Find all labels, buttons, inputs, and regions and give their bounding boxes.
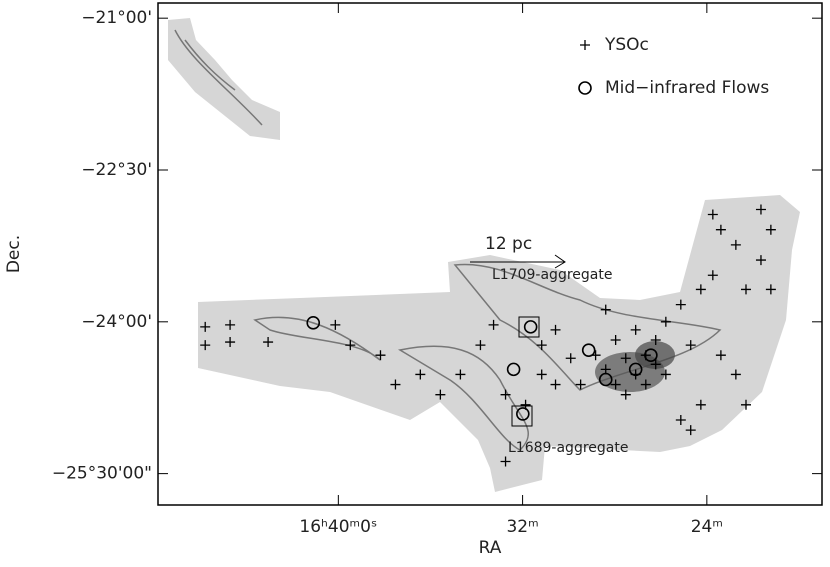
legend-label: Mid−infrared Flows: [605, 78, 769, 98]
yso-marker: [640, 379, 651, 390]
yso-marker: [695, 399, 706, 410]
yso-marker: [675, 299, 686, 310]
yso-marker: [200, 340, 211, 351]
x-tick-label: 32ᵐ: [506, 517, 538, 537]
flow-marker: [598, 372, 613, 387]
yso-marker: [715, 350, 726, 361]
yso-marker: [475, 340, 486, 351]
yso-marker: [755, 204, 766, 215]
yso-marker: [200, 321, 211, 332]
yso-marker: [488, 319, 499, 330]
x-tick-label: 16ʰ40ᵐ0ˢ: [299, 517, 377, 537]
flow-marker: [306, 316, 321, 330]
yso-marker: [740, 284, 751, 295]
yso-marker: [740, 399, 751, 410]
yso-marker: [765, 284, 776, 295]
yso-marker: [620, 389, 631, 400]
yso-marker: [536, 340, 547, 351]
yso-marker: [730, 239, 741, 250]
yso-marker: [536, 369, 547, 380]
annotation: 12 pc: [485, 234, 532, 254]
yso-marker: [500, 389, 511, 400]
annotation: L1709-aggregate: [492, 267, 612, 283]
yso-marker: [580, 40, 590, 50]
cloud-region: [168, 18, 280, 140]
y-tick-label: −25°30'00": [52, 464, 152, 484]
yso-marker: [675, 414, 686, 425]
yso-marker: [455, 369, 466, 380]
yso-marker: [610, 379, 621, 390]
yso-marker: [620, 353, 631, 364]
yso-marker: [730, 369, 741, 380]
yso-marker: [225, 337, 236, 348]
yso-marker: [390, 379, 401, 390]
yso-marker: [695, 284, 706, 295]
yso-marker: [715, 224, 726, 235]
aggregate-box: [511, 405, 533, 427]
yso-marker: [755, 255, 766, 266]
yso-marker: [610, 335, 621, 346]
contour: [174, 29, 263, 126]
yso-marker: [650, 335, 661, 346]
flow-marker: [516, 407, 530, 421]
yso-marker: [660, 316, 671, 327]
flow-marker: [581, 343, 596, 357]
yso-marker: [345, 340, 356, 351]
legend-label: YSOc: [604, 35, 649, 55]
yso-marker: [575, 379, 586, 390]
x-tick-label: 24ᵐ: [691, 517, 723, 537]
yso-marker: [660, 369, 671, 380]
dense-core: [635, 341, 675, 369]
flow-marker: [506, 362, 521, 377]
yso-marker: [550, 379, 561, 390]
yso-marker: [685, 340, 696, 351]
flow-marker: [628, 362, 643, 377]
y-tick-label: −22°30': [81, 160, 152, 180]
yso-marker: [415, 369, 426, 380]
flow-marker: [523, 320, 538, 334]
yso-marker: [435, 389, 446, 400]
y-tick-label: −24°00': [81, 312, 152, 332]
yso-marker: [500, 456, 511, 467]
y-axis-label: Dec.: [4, 235, 24, 273]
yso-marker: [550, 324, 561, 335]
yso-marker: [630, 324, 641, 335]
yso-marker: [565, 353, 576, 364]
x-axis-label: RA: [479, 538, 502, 558]
cloud-region: [198, 195, 800, 492]
flow-marker: [578, 81, 592, 95]
y-tick-label: −21°00': [81, 8, 152, 28]
aggregate-box: [518, 316, 540, 338]
yso-marker: [707, 209, 718, 220]
scale-arrow: [470, 254, 566, 269]
flow-marker: [644, 348, 658, 363]
plot-frame: [157, 2, 823, 506]
yso-marker: [707, 270, 718, 281]
yso-marker: [225, 319, 236, 330]
yso-marker: [650, 359, 661, 370]
yso-marker: [600, 304, 611, 315]
yso-marker: [685, 425, 696, 436]
annotation: L1689-aggregate: [508, 440, 628, 456]
yso-marker: [375, 350, 386, 361]
yso-marker: [765, 224, 776, 235]
yso-marker: [330, 319, 341, 330]
cloud-map: [168, 18, 800, 492]
yso-marker: [263, 337, 274, 348]
